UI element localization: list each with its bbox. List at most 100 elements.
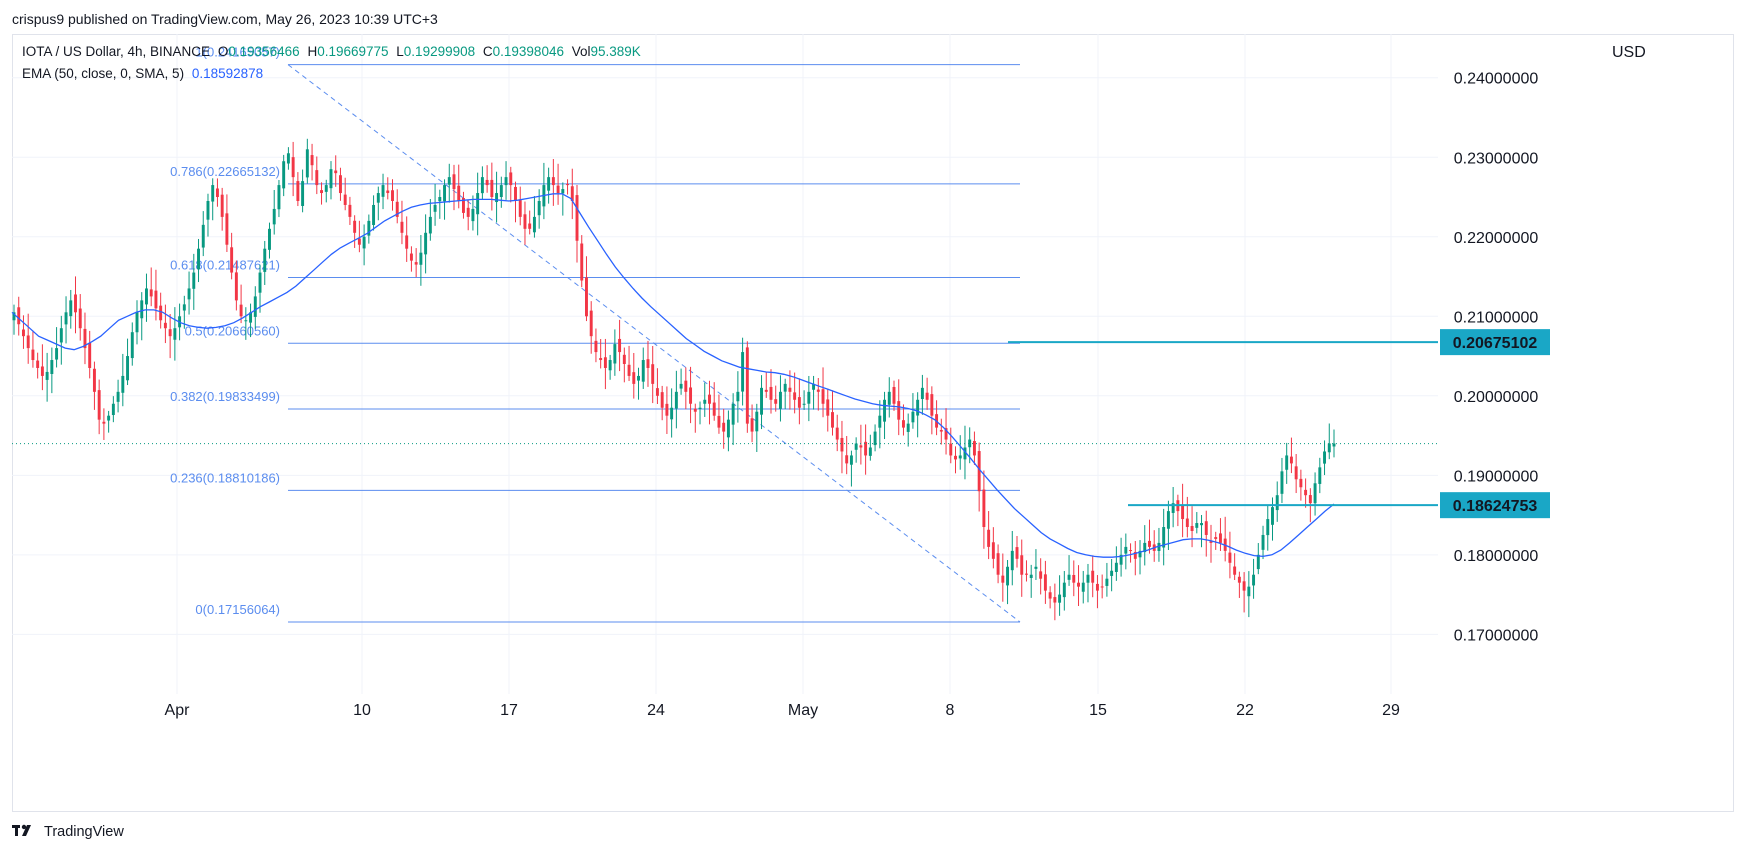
- candle-body: [111, 403, 115, 416]
- candle-body: [1048, 592, 1052, 599]
- candle: [821, 367, 825, 418]
- candle-body: [140, 300, 144, 319]
- candle: [774, 385, 778, 412]
- candle-body: [343, 194, 347, 205]
- candle: [670, 388, 674, 438]
- footer-brand[interactable]: TradingView: [12, 823, 124, 841]
- candle-body: [83, 328, 87, 349]
- candle-body: [991, 542, 995, 559]
- candle: [145, 273, 148, 322]
- candle: [802, 390, 806, 410]
- candle-body: [192, 272, 196, 289]
- candle-body: [1015, 547, 1019, 559]
- candle-body: [916, 399, 920, 416]
- footer-brand-name: TradingView: [44, 824, 124, 840]
- candle: [1091, 555, 1095, 598]
- candle: [935, 400, 939, 436]
- candle: [679, 368, 683, 395]
- candle-body: [840, 437, 844, 452]
- candle: [334, 155, 338, 187]
- candle: [414, 248, 418, 278]
- candle-body: [977, 451, 981, 492]
- candle: [1237, 571, 1241, 598]
- candle-body: [461, 197, 465, 213]
- candle-body: [1129, 550, 1133, 552]
- candle: [793, 372, 797, 414]
- candle: [812, 375, 816, 410]
- candle-body: [40, 366, 44, 376]
- candle-body: [774, 399, 778, 404]
- candle: [1058, 575, 1062, 616]
- candle-body: [703, 399, 707, 404]
- candle-body: [750, 418, 754, 432]
- candle-body: [537, 200, 541, 216]
- candle: [575, 184, 579, 263]
- candle: [59, 315, 63, 365]
- candle: [338, 167, 342, 201]
- low-label: L: [396, 44, 404, 59]
- candle: [1001, 553, 1005, 602]
- candle-body: [1010, 550, 1014, 571]
- candle-body: [1275, 495, 1279, 511]
- candle-body: [1308, 495, 1312, 504]
- candle: [225, 194, 229, 252]
- candle-body: [532, 216, 536, 233]
- candle-body: [1271, 507, 1274, 525]
- y-tick-label: 0.21000000: [1454, 309, 1539, 326]
- candle-body: [476, 193, 480, 215]
- ema-value: 0.18592878: [191, 66, 264, 81]
- candle-body: [187, 288, 191, 300]
- candle-body: [637, 375, 640, 381]
- candle: [566, 179, 570, 195]
- candle: [1233, 553, 1237, 581]
- candle: [845, 436, 849, 475]
- candle-body: [215, 188, 219, 198]
- candle-body: [1077, 582, 1080, 587]
- candle-body: [50, 360, 54, 374]
- candle: [873, 424, 877, 452]
- candle: [977, 442, 981, 512]
- candle-body: [566, 184, 570, 186]
- candle: [26, 313, 30, 364]
- candle-body: [708, 394, 711, 404]
- symbol-name: IOTA / US Dollar, 4h, BINANCE: [22, 44, 211, 59]
- candle: [343, 177, 347, 211]
- fib-level-label: 0.382(0.19833499): [170, 389, 280, 404]
- candle-body: [868, 447, 872, 456]
- candle-body: [741, 352, 745, 392]
- candle: [1039, 558, 1043, 595]
- candle: [868, 434, 872, 461]
- candle: [263, 240, 267, 285]
- candle: [1280, 457, 1284, 504]
- candle-body: [414, 262, 418, 265]
- candle: [585, 256, 588, 322]
- candle-body: [920, 387, 924, 400]
- candle: [192, 253, 196, 310]
- candle-body: [438, 197, 442, 202]
- close-value: 0.19398046: [492, 44, 564, 59]
- fibonacci-retracement: 1(0.24165057)0.786(0.22665132)0.618(0.21…: [170, 45, 1021, 623]
- candle: [991, 527, 995, 569]
- candle-body: [878, 415, 882, 428]
- candle-body: [783, 383, 787, 392]
- candle: [187, 271, 191, 315]
- candle: [64, 296, 68, 344]
- candle-body: [145, 288, 148, 305]
- candle-body: [1313, 483, 1317, 504]
- candle: [760, 375, 763, 430]
- candle: [428, 198, 432, 241]
- candle-body: [755, 411, 759, 432]
- candle: [651, 345, 655, 404]
- symbol-legend: IOTA / US Dollar, 4h, BINANCE O0.1935646…: [22, 44, 645, 59]
- candle-body: [78, 308, 82, 329]
- candle-body: [845, 455, 849, 464]
- candle-body: [357, 238, 361, 245]
- candle-body: [1124, 546, 1128, 554]
- candle-body: [561, 189, 565, 194]
- candle-body: [655, 388, 659, 396]
- candle: [1029, 564, 1033, 598]
- candle-body: [372, 204, 376, 225]
- tradingview-logo-icon: [12, 823, 38, 841]
- candle: [1195, 512, 1199, 534]
